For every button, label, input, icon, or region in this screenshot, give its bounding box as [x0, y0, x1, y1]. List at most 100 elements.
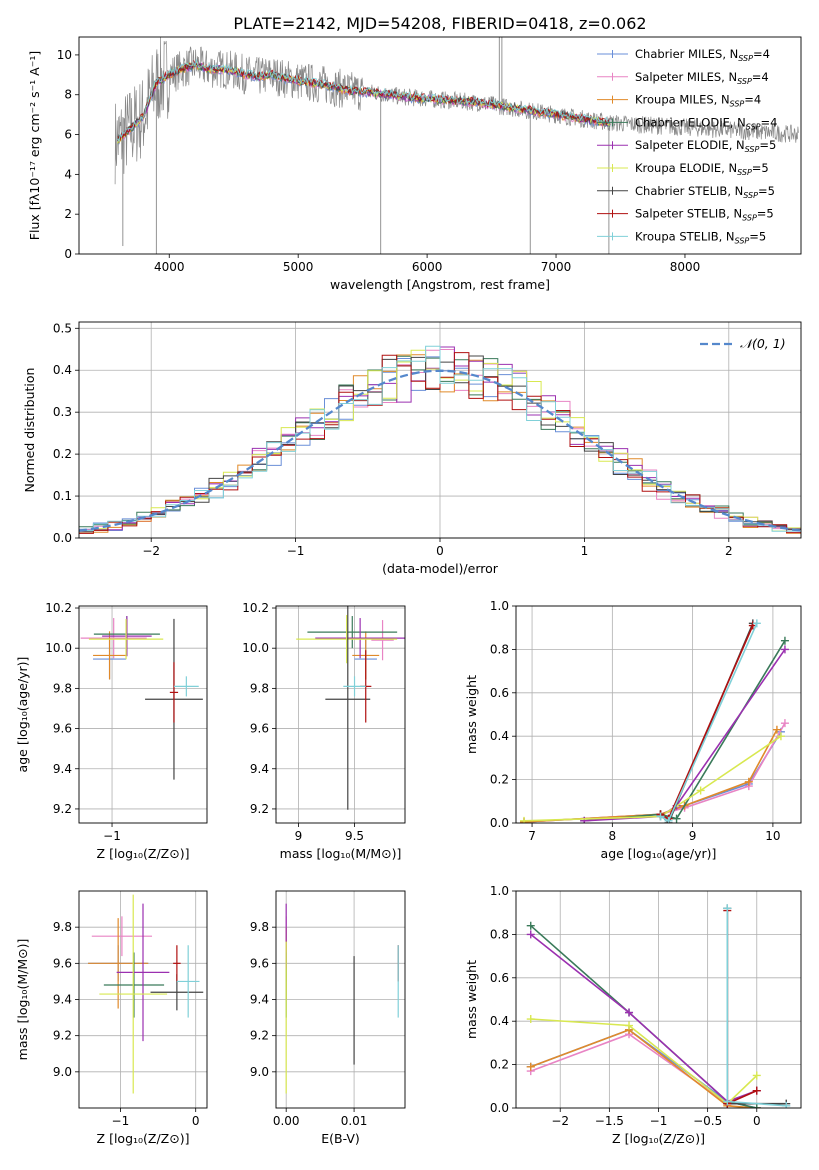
weight-point-marker — [625, 1008, 634, 1017]
model-spectrum-line — [117, 58, 611, 143]
model-spectrum-line — [117, 59, 611, 142]
weight-series-line — [659, 623, 754, 823]
y-tick-label: 9.0 — [53, 1065, 72, 1079]
panel-spectrum: 4000 5000 6000 7000 8000 0 2 4 6 8 10 wavelength [A… — [27, 36, 802, 292]
weight-point-marker — [664, 816, 673, 823]
y-tick-label: 0.0 — [490, 816, 509, 830]
figure-title: PLATE=2142, MJD=54208, FIBERID=0418, z=0… — [233, 14, 646, 33]
weight-point-marker — [723, 904, 732, 913]
axes-frame — [78, 890, 208, 1109]
legend-label: Salpeter MILES, NSSP=4 — [635, 70, 769, 86]
y-tick-label: 6 — [64, 128, 72, 142]
x-tick-label: 7 — [528, 829, 536, 843]
weight-series-line — [726, 910, 758, 1105]
y-tick-label: 1.0 — [490, 884, 509, 898]
x-axis-label: Z [log₁₀(Z/Z⊙)] — [612, 1131, 705, 1146]
weight-point-marker — [526, 930, 535, 939]
plot-area — [285, 903, 399, 1094]
axes-frame — [515, 890, 802, 1109]
weight-point-marker — [780, 719, 789, 728]
y-tick-label: 9.8 — [250, 920, 269, 934]
weight-point-marker — [526, 921, 535, 930]
y-tick-label: 0.6 — [490, 971, 509, 985]
axes-frame — [78, 36, 802, 255]
weight-point-marker — [723, 1097, 732, 1106]
weight-point-marker — [752, 1071, 761, 1080]
x-tick-label: 0 — [436, 544, 444, 558]
y-axis-label: mass weight — [464, 675, 479, 754]
x-tick-label: 5000 — [283, 260, 314, 274]
weight-point-marker — [782, 1101, 791, 1108]
weight-point-marker — [752, 619, 761, 628]
legend-label: Salpeter STELIB, NSSP=5 — [635, 207, 774, 223]
legend-label: Salpeter ELODIE, NSSP=5 — [635, 138, 776, 154]
x-axis-label: Z [log₁₀(Z/Z⊙)] — [97, 1131, 190, 1146]
x-tick-label: 9 — [689, 829, 697, 843]
y-axis-label: mass weight — [464, 960, 479, 1039]
y-tick-label: 10.2 — [45, 601, 72, 615]
y-tick-label: 0.8 — [490, 642, 509, 656]
model-spectrum-line — [117, 63, 611, 144]
y-tick-label: 0 — [64, 247, 72, 261]
x-tick-label: 0.01 — [341, 1114, 368, 1128]
y-tick-label: 0.4 — [490, 1014, 509, 1028]
y-tick-label: 9.0 — [250, 1065, 269, 1079]
x-tick-label: 9.5 — [345, 829, 364, 843]
y-tick-label: 0.2 — [490, 773, 509, 787]
weight-series-line — [523, 735, 782, 822]
x-tick-label: −1 — [112, 1114, 130, 1128]
panel-weight-vs-age: 7 8 9 10 0.0 0.2 0.4 0.6 0.8 1.0 age [log₁₀(age/yr… — [464, 599, 802, 861]
axes-frame — [275, 605, 406, 824]
legend-label: Kroupa ELODIE, NSSP=5 — [635, 161, 769, 177]
y-tick-label: 9.6 — [53, 722, 72, 736]
model-spectrum-line — [117, 60, 611, 141]
weight-series-line — [530, 1028, 757, 1108]
model-spectrum-line — [117, 63, 611, 142]
y-tick-label: 10.0 — [45, 641, 72, 655]
y-tick-label: 0.2 — [53, 447, 72, 461]
x-tick-label: −0.5 — [693, 1114, 722, 1128]
y-tick-label: 2 — [64, 207, 72, 221]
weight-series-line — [523, 731, 782, 823]
y-tick-label: 9.8 — [53, 920, 72, 934]
y-tick-label: 0.0 — [490, 1101, 509, 1115]
plot-area — [114, 37, 799, 254]
y-tick-label: 0.6 — [490, 686, 509, 700]
y-axis-label: age [log₁₀(age/yr)] — [15, 657, 30, 773]
weight-point-marker — [752, 1104, 761, 1108]
x-tick-label: −1 — [103, 829, 121, 843]
weight-point-marker — [625, 1021, 634, 1030]
x-tick-label: −2 — [551, 1114, 569, 1128]
x-tick-label: 0.00 — [273, 1114, 300, 1128]
axes-frame — [78, 605, 208, 824]
x-axis-label: Z [log₁₀(Z/Z⊙)] — [97, 846, 190, 861]
panel-mass-vs-Z: −1 0 9.0 9.2 9.4 9.6 9.8 Z [log₁₀(Z/Z⊙)] mass [l… — [15, 890, 208, 1146]
y-tick-label: 0.4 — [490, 729, 509, 743]
weight-point-marker — [780, 645, 789, 654]
x-axis-label: mass [log₁₀(M/M⊙)] — [280, 846, 402, 861]
panel-age-vs-Z: −1 9.2 9.4 9.6 9.8 10.0 10.2 Z [log₁₀(Z/Z⊙)] age… — [15, 601, 208, 861]
x-tick-label: 9 — [295, 829, 303, 843]
weight-point-marker — [780, 636, 789, 645]
y-tick-label: 0.3 — [53, 405, 72, 419]
y-axis-label: mass [log₁₀(M/M⊙)] — [15, 939, 30, 1061]
x-tick-label: 8 — [609, 829, 617, 843]
weight-point-marker — [656, 812, 665, 821]
weight-point-marker — [696, 786, 705, 795]
legend-label: 𝒩(0, 1) — [740, 336, 786, 351]
y-tick-label: 9.6 — [53, 956, 72, 970]
y-tick-label: 9.8 — [53, 681, 72, 695]
x-tick-label: −1.5 — [595, 1114, 624, 1128]
y-tick-label: 9.2 — [53, 1029, 72, 1043]
legend-label: Kroupa STELIB, NSSP=5 — [635, 229, 766, 245]
y-tick-label: 0.5 — [53, 321, 72, 335]
x-axis-label: E(B-V) — [321, 1131, 360, 1146]
plot-area — [79, 345, 801, 534]
legend-label: Kroupa MILES, NSSP=4 — [635, 93, 761, 109]
y-tick-label: 1.0 — [490, 599, 509, 613]
y-tick-label: 9.4 — [53, 762, 72, 776]
y-tick-label: 10.2 — [242, 601, 269, 615]
x-axis-label: (data-model)/error — [382, 561, 499, 576]
axes-frame — [515, 605, 802, 824]
y-tick-label: 8 — [64, 88, 72, 102]
